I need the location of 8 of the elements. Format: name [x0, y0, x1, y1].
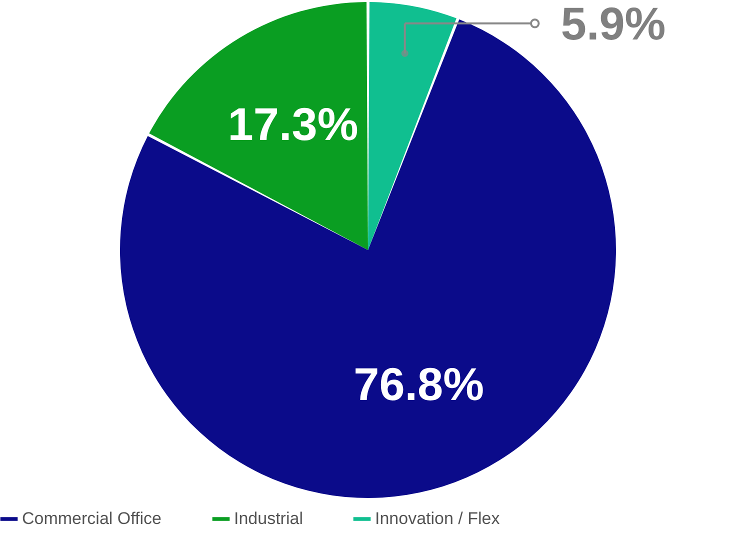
- data-label: 17.3%: [228, 98, 358, 150]
- pie-slice: [149, 2, 368, 250]
- legend-label: Innovation / Flex: [375, 509, 500, 528]
- data-label: 76.8%: [354, 358, 484, 410]
- legend-label: Commercial Office: [22, 509, 162, 528]
- legend-label: Industrial: [234, 509, 303, 528]
- data-label: 5.9%: [560, 0, 666, 50]
- pie-slice: [368, 2, 456, 250]
